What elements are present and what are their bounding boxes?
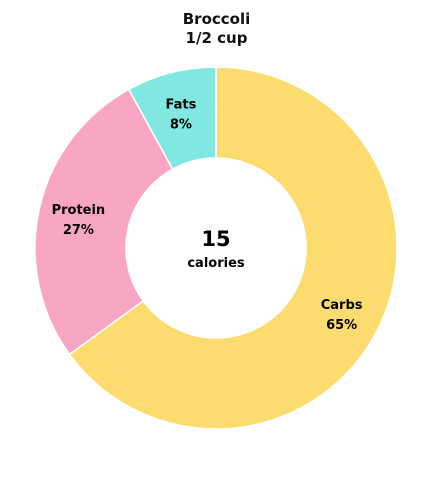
donut-slices [34,66,398,430]
chart-title: Broccoli [182,10,251,28]
slice-percent-protein: 27% [63,223,94,238]
slice-carbs [68,66,398,430]
chart-title-block: Broccoli 1/2 cup [0,10,433,48]
slice-label-protein: Protein [52,203,106,218]
slice-percent-carbs: 65% [326,318,357,333]
slice-label-fats: Fats [166,97,197,112]
chart-subtitle: 1/2 cup [185,29,248,47]
slice-protein [34,88,174,356]
slice-percent-fats: 8% [170,117,192,132]
slice-fats [127,66,217,171]
center-calorie-label: calories [187,256,245,271]
donut-slice-labels: Carbs 65% Protein 27% Fats 8% [52,97,363,333]
center-calorie-value: 15 [201,227,230,251]
slice-label-carbs: Carbs [321,298,363,313]
